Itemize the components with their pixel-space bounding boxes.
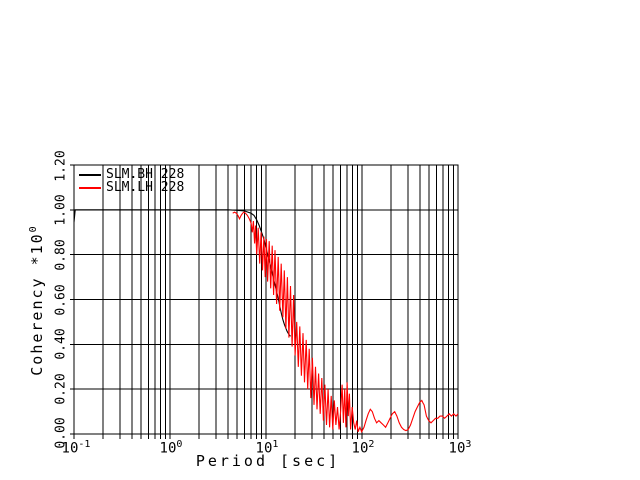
legend-entry-lh: SLM.LH 228 [79, 181, 184, 194]
legend-label-lh: SLM.LH 228 [106, 180, 185, 195]
legend-label-bh: SLM.BH 228 [106, 167, 185, 182]
legend-entry-bh: SLM.BH 228 [79, 168, 184, 181]
y-tick-label-0.20: 0.20 [53, 373, 69, 405]
x-tick-label-1e2: 102 [351, 439, 375, 457]
x-tick-label-1e1: 101 [255, 439, 279, 457]
x-tick-label-1e3: 103 [448, 439, 472, 457]
y-tick-label-1.00: 1.00 [53, 194, 69, 226]
legend: SLM.BH 228 SLM.LH 228 [79, 168, 184, 194]
x-tick-label-1e0: 100 [159, 439, 183, 457]
x-axis-title: Period [sec] [195, 452, 341, 470]
y-tick-label-0.60: 0.60 [53, 284, 69, 316]
y-tick-label-1.20: 1.20 [53, 150, 69, 182]
x-tick-label-1e-1: 10-1 [61, 439, 91, 457]
y-tick-label-0.40: 0.40 [53, 328, 69, 360]
y-axis-title: Coherency *100 [28, 224, 46, 376]
y-tick-label-0.80: 0.80 [53, 239, 69, 271]
legend-line-swatch-bh [79, 173, 101, 176]
legend-line-swatch-lh [79, 186, 101, 189]
